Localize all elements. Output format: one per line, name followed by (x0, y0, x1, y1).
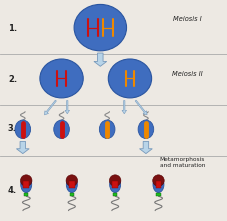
Ellipse shape (66, 177, 77, 192)
Text: 1.: 1. (8, 24, 17, 33)
Text: 4.: 4. (8, 186, 17, 194)
Ellipse shape (40, 59, 83, 98)
FancyBboxPatch shape (23, 181, 29, 188)
Ellipse shape (109, 175, 120, 186)
Ellipse shape (15, 120, 30, 139)
Text: Metamorphosis
and maturation: Metamorphosis and maturation (159, 157, 204, 168)
Text: 3.: 3. (8, 124, 17, 133)
Text: 2.: 2. (8, 75, 17, 84)
Ellipse shape (66, 175, 77, 186)
Ellipse shape (152, 175, 163, 186)
FancyArrow shape (121, 101, 126, 114)
FancyArrow shape (65, 101, 69, 114)
Bar (156, 193, 160, 196)
Ellipse shape (99, 120, 114, 139)
Bar (113, 193, 117, 196)
Bar (69, 193, 74, 196)
FancyArrow shape (16, 141, 29, 154)
FancyBboxPatch shape (69, 181, 74, 188)
Ellipse shape (138, 120, 153, 139)
FancyArrow shape (94, 53, 106, 66)
Bar (24, 193, 28, 196)
FancyArrow shape (44, 100, 56, 115)
FancyArrow shape (135, 100, 146, 115)
Ellipse shape (74, 4, 126, 51)
FancyBboxPatch shape (155, 181, 160, 188)
FancyArrow shape (139, 141, 152, 154)
Ellipse shape (152, 177, 163, 192)
Text: Meiosis II: Meiosis II (171, 71, 201, 77)
Ellipse shape (109, 177, 120, 192)
Ellipse shape (20, 175, 32, 186)
Ellipse shape (108, 59, 151, 98)
Text: Meiosis I: Meiosis I (172, 16, 200, 22)
FancyBboxPatch shape (112, 181, 117, 188)
Ellipse shape (21, 177, 32, 192)
Ellipse shape (54, 120, 69, 139)
